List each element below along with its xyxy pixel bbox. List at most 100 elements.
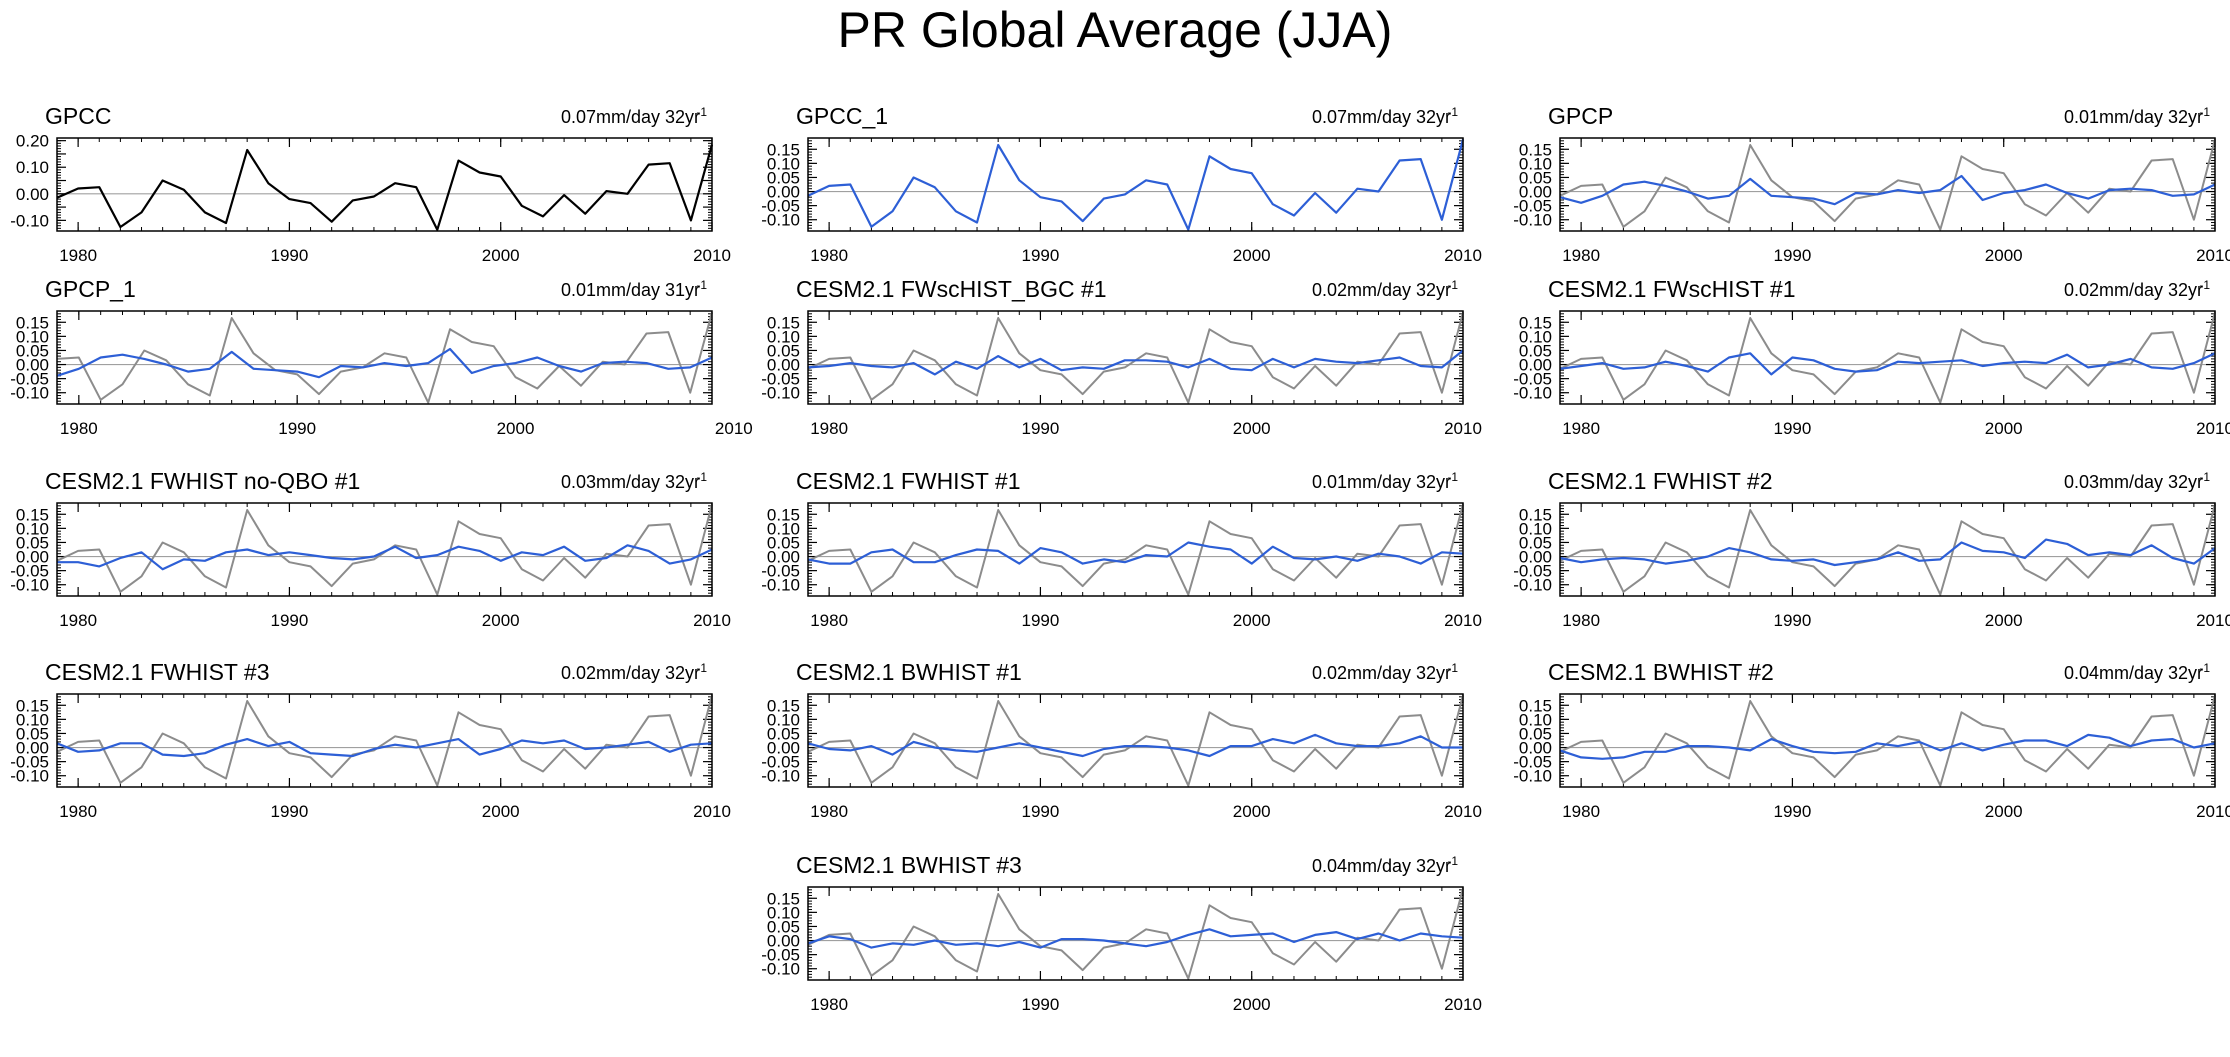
x-tick-label: 2000 <box>1985 246 2023 265</box>
x-tick-label: 2010 <box>693 802 731 821</box>
y-tick-label: 0.10 <box>767 327 800 346</box>
y-tick-label: 0.10 <box>1519 327 1552 346</box>
series-line-model-cesm2-1-bwhist-1 <box>807 733 1463 758</box>
y-tick-label: 0.05 <box>1519 533 1552 552</box>
panel-title: GPCP <box>1548 103 1613 129</box>
series-line-observed-gpcc <box>56 144 714 231</box>
y-tick-label: 0.05 <box>1519 168 1552 187</box>
x-tick-label: 1990 <box>1022 995 1060 1014</box>
y-tick-label: -0.05 <box>10 753 49 772</box>
figure-title: PR Global Average (JJA) <box>837 2 1393 58</box>
series-line-reference-gpcc <box>807 695 1464 787</box>
series-line-reference-gpcc <box>1559 312 2216 404</box>
x-tick-label: 2010 <box>2196 419 2230 438</box>
panel-title: CESM2.1 FWscHIST_BGC #1 <box>796 276 1107 302</box>
x-tick-label: 1990 <box>1774 611 1812 630</box>
panel-cesm2-1-fwhist-3: CESM2.1 FWHIST #3 0.02mm/day 32yr-1 -0.10-… <box>10 659 731 821</box>
trend-label: 0.02mm/day 32yr <box>561 663 700 683</box>
plot-frame <box>56 310 713 405</box>
y-tick-label: -0.05 <box>761 753 800 772</box>
y-tick-label: -0.10 <box>10 767 49 786</box>
plot-frame <box>807 886 1464 981</box>
y-tick-label: -0.10 <box>1513 576 1552 595</box>
y-tick-label: 0.10 <box>16 519 49 538</box>
y-tick-label: -0.05 <box>1513 562 1552 581</box>
y-tick-label: 0.10 <box>16 158 49 177</box>
panel-title: CESM2.1 FWHIST no-QBO #1 <box>45 468 360 494</box>
y-tick-label: 0.15 <box>767 140 800 159</box>
y-tick-label: 0.10 <box>16 710 49 729</box>
x-tick-label: 1990 <box>1774 802 1812 821</box>
y-tick-label: -0.05 <box>761 197 800 216</box>
y-tick-label: -0.10 <box>761 211 800 230</box>
x-tick-label: 1990 <box>271 611 309 630</box>
x-tick-label: 2000 <box>482 611 520 630</box>
panel-cesm2-1-fwhist-1: CESM2.1 FWHIST #1 0.01mm/day 32yr-1 -0.10-… <box>761 468 1482 630</box>
x-tick-label: 2000 <box>1233 802 1271 821</box>
series-line-model-cesm2-1-bwhist-2 <box>1559 733 2216 760</box>
x-tick-label: 2000 <box>1985 419 2023 438</box>
panel-cesm2-1-fwschist-1: CESM2.1 FWscHIST #1 0.02mm/day 32yr-1 -0.1… <box>1513 276 2230 438</box>
plot-frame <box>807 502 1464 597</box>
panel-cesm2-1-bwhist-3: CESM2.1 BWHIST #3 0.04mm/day 32yr-1 -0.10-… <box>761 852 1482 1014</box>
series-line-model-cesm2-1-fwhist-no-qbo-1 <box>57 544 713 571</box>
y-tick-label: 0.10 <box>767 903 800 922</box>
y-tick-label: 0.15 <box>1519 140 1552 159</box>
y-tick-label: -0.05 <box>10 370 49 389</box>
x-tick-label: 1980 <box>59 246 97 265</box>
x-tick-label: 1990 <box>1774 419 1812 438</box>
panel-cesm2-1-fwhist-no-qbo-1: CESM2.1 FWHIST no-QBO #1 0.03mm/day 32yr-… <box>10 468 731 630</box>
plot-frame <box>1559 310 2216 405</box>
x-tick-label: 2000 <box>482 246 520 265</box>
panel-title: CESM2.1 FWHIST #1 <box>796 468 1021 494</box>
trend-label: 0.02mm/day 32yr <box>1312 663 1451 683</box>
x-tick-label: 2000 <box>1233 246 1271 265</box>
y-tick-label: 0.15 <box>1519 313 1552 332</box>
x-tick-label: 1980 <box>59 611 97 630</box>
trend-label: 0.01mm/day 32yr <box>1312 472 1451 492</box>
trend-exponent: -1 <box>696 105 707 119</box>
panel-title: CESM2.1 FWscHIST #1 <box>1548 276 1796 302</box>
panel-title: GPCC_1 <box>796 103 888 129</box>
x-tick-label: 2010 <box>1444 995 1482 1014</box>
y-tick-label: 0.05 <box>1519 341 1552 360</box>
x-tick-label: 1980 <box>1562 802 1600 821</box>
trend-exponent: -1 <box>2199 661 2210 675</box>
y-tick-label: 0.15 <box>767 696 800 715</box>
x-tick-label: 1980 <box>1562 419 1600 438</box>
trend-exponent: -1 <box>2199 105 2210 119</box>
y-tick-label: -0.10 <box>761 576 800 595</box>
x-tick-label: 1990 <box>1022 802 1060 821</box>
series-line-model-gpcp-1 <box>56 347 713 379</box>
y-tick-label: 0.00 <box>767 356 800 375</box>
y-tick-label: 0.10 <box>767 154 800 173</box>
series-line-reference-gpcc <box>1559 504 2216 596</box>
trend-exponent: -1 <box>1447 105 1458 119</box>
panel-title: GPCP_1 <box>45 276 136 302</box>
y-tick-label: -0.10 <box>1513 767 1552 786</box>
x-tick-label: 1980 <box>59 802 97 821</box>
series-line-reference-gpcc <box>807 504 1464 596</box>
panel-cesm2-1-bwhist-1: CESM2.1 BWHIST #1 0.02mm/day 32yr-1 -0.10-… <box>761 659 1482 821</box>
y-tick-label: -0.05 <box>1513 197 1552 216</box>
series-line-model-cesm2-1-fwhist-1 <box>807 541 1464 565</box>
x-tick-label: 2010 <box>1444 611 1482 630</box>
x-tick-label: 1990 <box>1774 246 1812 265</box>
trend-label: 0.01mm/day 31yr <box>561 280 700 300</box>
trend-exponent: -1 <box>1447 278 1458 292</box>
panel-title: GPCC <box>45 103 111 129</box>
y-tick-label: -0.05 <box>10 562 49 581</box>
y-tick-label: 0.05 <box>1519 724 1552 743</box>
trend-exponent: -1 <box>2199 470 2210 484</box>
x-tick-label: 1980 <box>810 802 848 821</box>
panel-cesm2-1-fwschist-bgc-1: CESM2.1 FWscHIST_BGC #1 0.02mm/day 32yr-1… <box>761 276 1482 438</box>
panel-cesm2-1-bwhist-2: CESM2.1 BWHIST #2 0.04mm/day 32yr-1 -0.10-… <box>1513 659 2230 821</box>
y-tick-label: 0.00 <box>767 739 800 758</box>
series-line-model-cesm2-1-fwhist-3 <box>56 737 713 758</box>
x-tick-label: 2000 <box>1233 995 1271 1014</box>
panel-title: CESM2.1 BWHIST #3 <box>796 852 1022 878</box>
y-tick-label: 0.00 <box>1519 548 1552 567</box>
y-tick-label: 0.15 <box>16 313 49 332</box>
y-tick-label: 0.05 <box>767 917 800 936</box>
